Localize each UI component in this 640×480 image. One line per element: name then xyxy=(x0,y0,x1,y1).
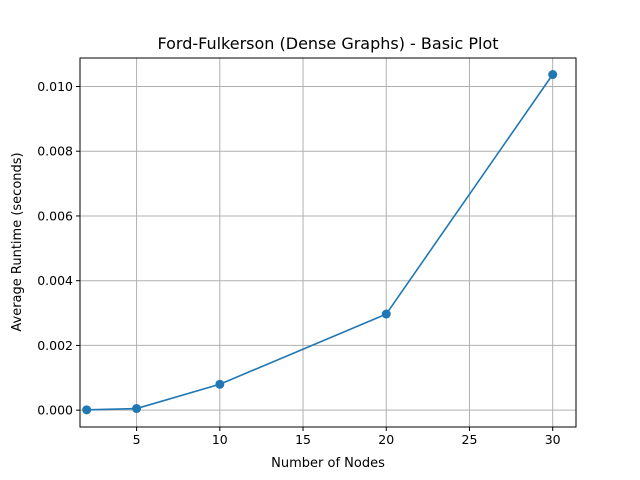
y-tick-label: 0.000 xyxy=(37,403,73,418)
x-axis-ticks: 5 10 15 20 25 30 xyxy=(133,427,561,447)
x-axis-label: Number of Nodes xyxy=(271,456,385,471)
x-tick-label: 25 xyxy=(462,432,478,447)
y-tick-label: 0.008 xyxy=(37,144,73,159)
data-point xyxy=(381,309,391,319)
series-line xyxy=(86,74,554,411)
series-group xyxy=(82,70,558,415)
y-tick-label: 0.006 xyxy=(37,208,73,223)
chart-title: Ford-Fulkerson (Dense Graphs) - Basic Pl… xyxy=(157,34,498,53)
y-tick-label: 0.004 xyxy=(37,273,73,288)
x-tick-label: 10 xyxy=(212,432,228,447)
grid xyxy=(80,58,576,427)
x-tick-label: 20 xyxy=(378,432,394,447)
x-tick-label: 5 xyxy=(133,432,141,447)
y-tick-label: 0.010 xyxy=(37,79,73,94)
plot-frame xyxy=(79,57,577,428)
x-tick-label: 30 xyxy=(545,432,561,447)
y-axis-ticks: 0.000 0.002 0.004 0.006 0.008 0.010 xyxy=(37,79,80,418)
data-point xyxy=(548,70,558,80)
data-point xyxy=(82,405,92,415)
data-point xyxy=(132,404,142,414)
y-tick-label: 0.002 xyxy=(37,338,73,353)
y-axis-label: Average Runtime (seconds) xyxy=(10,152,25,331)
data-point xyxy=(215,379,225,389)
x-tick-label: 15 xyxy=(295,432,311,447)
